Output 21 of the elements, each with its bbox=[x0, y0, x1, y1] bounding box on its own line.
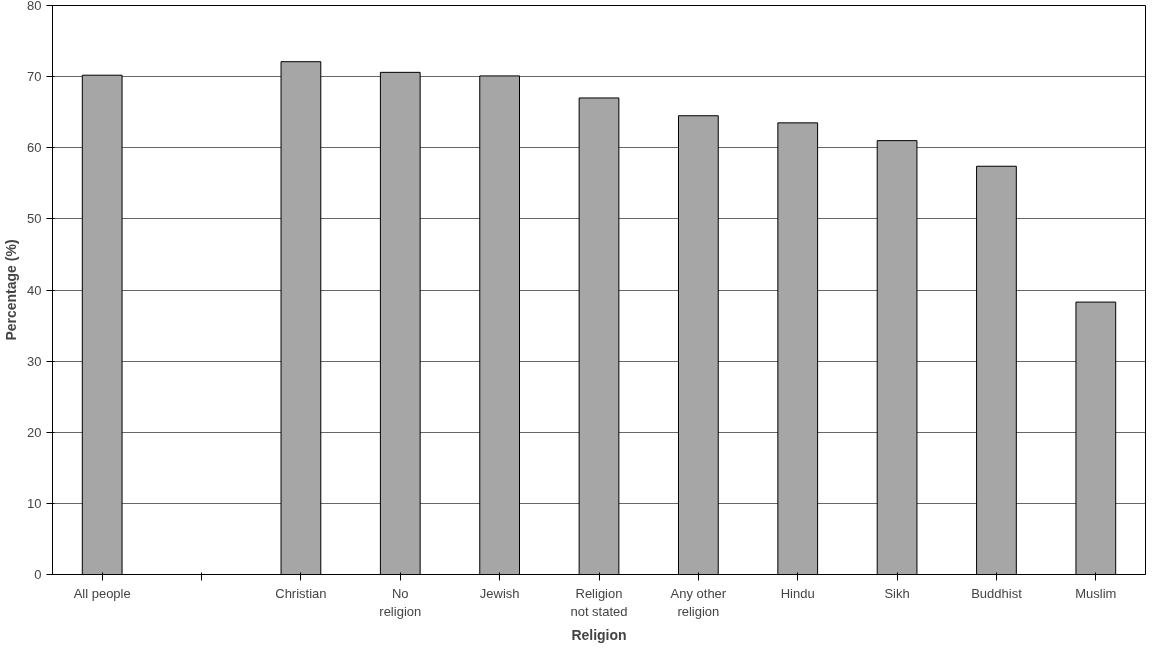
y-axis-title: Percentage (%) bbox=[3, 239, 20, 341]
x-axis-title: Religion bbox=[571, 626, 627, 643]
y-tick-label: 0 bbox=[34, 567, 42, 582]
x-tick-label: Sikh bbox=[884, 585, 910, 601]
y-tick-label: 20 bbox=[27, 424, 42, 440]
x-tick-label: All people bbox=[73, 585, 131, 601]
x-tick-label: No religion bbox=[379, 585, 422, 619]
y-tick-label: 70 bbox=[27, 69, 42, 85]
y-tick-label: 10 bbox=[27, 495, 42, 511]
y-tick-label: 80 bbox=[27, 0, 42, 13]
x-tick-label: Jewish bbox=[479, 585, 520, 601]
y-tick-label: 30 bbox=[27, 353, 42, 369]
x-tick-label: Any other religion bbox=[670, 585, 727, 619]
x-tick-label: Buddhist bbox=[971, 585, 1023, 601]
y-tick-label: 50 bbox=[27, 211, 42, 227]
x-tick-label: Hindu bbox=[780, 585, 815, 601]
x-tick-label: Christian bbox=[275, 585, 327, 601]
x-tick-label: Religion not stated bbox=[570, 585, 628, 619]
x-tick-label: Muslim bbox=[1075, 585, 1117, 601]
y-tick-label: 40 bbox=[27, 282, 42, 298]
y-tick-label: 60 bbox=[27, 140, 42, 156]
